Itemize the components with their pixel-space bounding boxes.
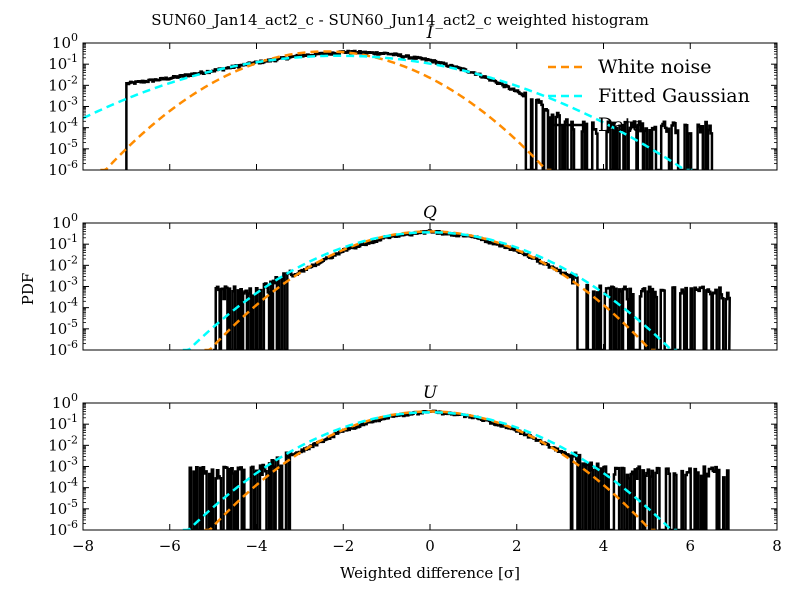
y-tick-label: 10-4 [48, 116, 78, 137]
white-noise-curve-q [204, 230, 656, 350]
y-tick-label: 10-2 [48, 433, 78, 454]
fitted-gaussian-curve-q [182, 231, 678, 350]
y-tick-label: 10-4 [48, 476, 78, 497]
y-tick-label: 10-6 [48, 518, 78, 539]
y-tick-label: 10-6 [48, 158, 78, 179]
y-tick-label: 10-1 [48, 412, 78, 433]
legend-entry-white-noise: White noise [548, 56, 712, 78]
plot-area [182, 229, 731, 350]
y-tick-label: 10-2 [48, 253, 78, 274]
y-tick-label: 10-3 [48, 275, 78, 296]
x-tick-label: 6 [685, 537, 695, 555]
figure-title: SUN60_Jan14_act2_c - SUN60_Jun14_act2_c … [151, 11, 649, 29]
legend-entry-fitted-gaussian: Fitted Gaussian [548, 85, 750, 107]
x-tick-label: 2 [512, 537, 522, 555]
y-tick-label: 100 [52, 31, 78, 52]
y-tick-label: 10-3 [48, 95, 78, 116]
y-tick-label: 10-6 [48, 338, 78, 359]
fitted-gaussian-curve-u [182, 411, 678, 530]
y-tick-label: 10-5 [48, 137, 78, 158]
data-histogram-u [187, 409, 730, 530]
x-axis-label: Weighted difference [σ] [340, 564, 520, 582]
y-tick-label: 10-2 [48, 73, 78, 94]
x-tick-label: −6 [159, 537, 181, 555]
panel-title: U [423, 383, 438, 403]
y-tick-label: 10-4 [48, 296, 78, 317]
x-tick-label: 0 [425, 537, 435, 555]
white-noise-curve-i [100, 50, 552, 170]
y-tick-label: 100 [52, 211, 78, 232]
legend: White noise Fitted Gaussian Data [548, 56, 750, 136]
panel-title: Q [423, 203, 437, 223]
legend-label: Fitted Gaussian [598, 85, 750, 107]
panel-title: I [426, 23, 434, 43]
y-tick-label: 10-1 [48, 52, 78, 73]
y-tick-label: 10-3 [48, 455, 78, 476]
x-tick-label: −4 [245, 537, 267, 555]
x-tick-label: 8 [772, 537, 782, 555]
x-tick-label: −2 [332, 537, 354, 555]
x-tick-label: 4 [599, 537, 609, 555]
legend-entry-data: Data [548, 114, 644, 136]
x-tick-label: −8 [72, 537, 94, 555]
legend-label: Data [598, 114, 644, 136]
white-noise-curve-u [204, 410, 656, 530]
y-axis-label: PDF [19, 273, 37, 306]
data-histogram-q [213, 229, 731, 350]
y-tick-label: 10-5 [48, 497, 78, 518]
plot-area [83, 49, 714, 170]
y-tick-label: 100 [52, 391, 78, 412]
plot-area [182, 409, 730, 530]
y-tick-label: 10-5 [48, 317, 78, 338]
y-tick-label: 10-1 [48, 232, 78, 253]
legend-label: White noise [598, 56, 712, 78]
fitted-gaussian-curve-i [83, 54, 693, 170]
